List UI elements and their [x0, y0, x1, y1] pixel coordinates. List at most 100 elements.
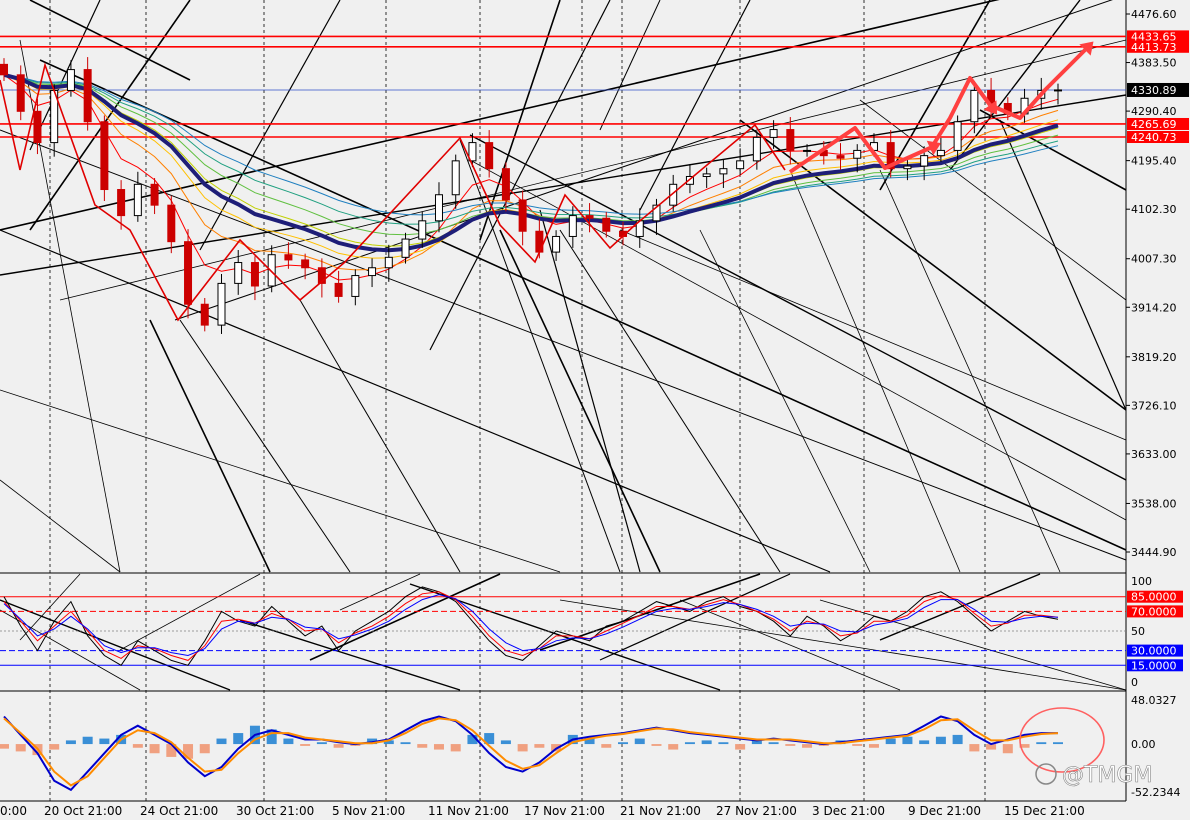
macd-histogram-bar [183, 744, 194, 759]
level-tag-label: 4413.73 [1131, 41, 1177, 54]
candle-body [301, 259, 310, 269]
macd-histogram-bar [333, 744, 344, 748]
candle-body [368, 267, 377, 277]
ribbon-ma-line [3, 74, 1059, 225]
macd-histogram-bar [684, 742, 695, 745]
candle-body [669, 183, 678, 206]
time-tick-label: 17 Nov 21:00 [524, 804, 605, 818]
candle-body [920, 155, 929, 167]
candle-body [501, 168, 510, 201]
macd-histogram-bar [919, 740, 930, 745]
level-tag [1127, 130, 1189, 143]
macd-histogram-bar [199, 744, 210, 754]
level-tag [1127, 40, 1189, 53]
candle-body [133, 183, 142, 217]
candle-body [602, 217, 611, 232]
trend-line [639, 0, 751, 211]
candle-body [334, 282, 343, 297]
stoch-level-label: 30.0000 [1131, 645, 1177, 658]
macd-histogram-bar [216, 738, 227, 745]
stochastic-panel [0, 573, 1127, 691]
candle-body [317, 267, 326, 284]
candle-body [217, 282, 226, 326]
candle-body [936, 149, 945, 157]
candle-body [736, 160, 745, 170]
macd-histogram-bar [1019, 744, 1030, 748]
price-tick-label: 3819.20 [1131, 351, 1177, 364]
watermark-logo-icon [1035, 763, 1057, 785]
trend-line [619, 229, 1127, 441]
level-tag-label: 4433.65 [1131, 30, 1177, 43]
macd-histogram-bar [735, 744, 746, 750]
macd-histogram-bar [99, 738, 110, 745]
trend-line [0, 389, 561, 573]
price-tick-label: 4102.30 [1131, 203, 1177, 216]
trend-line [789, 169, 961, 573]
candle-body [150, 183, 159, 206]
macd-series-line [3, 715, 1058, 792]
trend-line [174, 0, 1113, 321]
macd-histogram-bar [969, 744, 980, 752]
macd-histogram-bar [584, 736, 595, 745]
candle-body [117, 189, 126, 217]
macd-histogram-bar [885, 738, 896, 745]
time-tick-label: 21 Nov 21:00 [620, 804, 701, 818]
macd-histogram-bar [802, 744, 813, 748]
macd-histogram-bar [986, 744, 997, 750]
candle-body [234, 262, 243, 284]
macd-histogram-bar [316, 742, 327, 745]
forecast-arrow-head [983, 100, 998, 115]
macd-histogram-bar [668, 744, 679, 750]
candle-body [652, 204, 661, 222]
macd-histogram-bar [400, 742, 411, 745]
trend-line [499, 229, 661, 573]
candle-body [769, 129, 778, 138]
macd-tick-label: 48.0327 [1131, 694, 1177, 707]
level-tag-label: 4265.69 [1131, 118, 1177, 131]
macd-histogram-bar [417, 744, 428, 748]
candle-body [351, 275, 360, 297]
macd-histogram-bar [1053, 742, 1063, 745]
price-tick-label: 3444.90 [1131, 546, 1177, 559]
candle-body [953, 121, 962, 151]
stoch-level-label: 15.0000 [1131, 659, 1177, 672]
level-tag-label: 4240.73 [1131, 131, 1177, 144]
candle-body [33, 110, 42, 144]
macd-histogram-bar [1036, 742, 1047, 745]
trend-line [459, 139, 621, 573]
macd-panel [0, 707, 1105, 792]
trend-line [879, 169, 1061, 573]
macd-histogram-bar [484, 733, 495, 745]
macd-histogram-bar [266, 729, 277, 745]
candle-body [903, 165, 912, 170]
time-tick-label: 11 Nov 21:00 [428, 804, 509, 818]
trend-line [179, 319, 351, 573]
candle-body [284, 254, 293, 261]
macd-histogram-bar [718, 742, 729, 745]
candle-body [434, 194, 443, 222]
macd-histogram-bar [82, 736, 93, 745]
macd-histogram-bar [935, 736, 946, 745]
macd-histogram-bar [651, 744, 662, 746]
candle-body [886, 142, 895, 170]
stoch-series-line [3, 586, 1059, 666]
stoch-trend-line [679, 599, 901, 691]
candle-body [418, 220, 427, 240]
price-tick-label: 4383.50 [1131, 57, 1177, 70]
forecast-arrow [928, 76, 992, 152]
grid [0, 0, 1127, 802]
forecast-arrow-head [1079, 41, 1094, 56]
time-tick-label: 24 Oct 21:00 [140, 804, 218, 818]
forecast-arrow [788, 126, 931, 174]
stoch-tick-label: 100 [1131, 575, 1152, 588]
level-tag [1127, 117, 1189, 130]
time-tick-label: 27 Nov 21:00 [716, 804, 797, 818]
stoch-trend-line [339, 573, 421, 611]
zigzag-wave [0, 62, 786, 322]
trend-line [479, 0, 561, 241]
time-tick-label: 5 Nov 21:00 [332, 804, 405, 818]
candle-body [66, 69, 75, 91]
macd-histogram-bar [149, 744, 160, 754]
candle-body [1054, 89, 1062, 92]
trend-line [559, 229, 781, 573]
